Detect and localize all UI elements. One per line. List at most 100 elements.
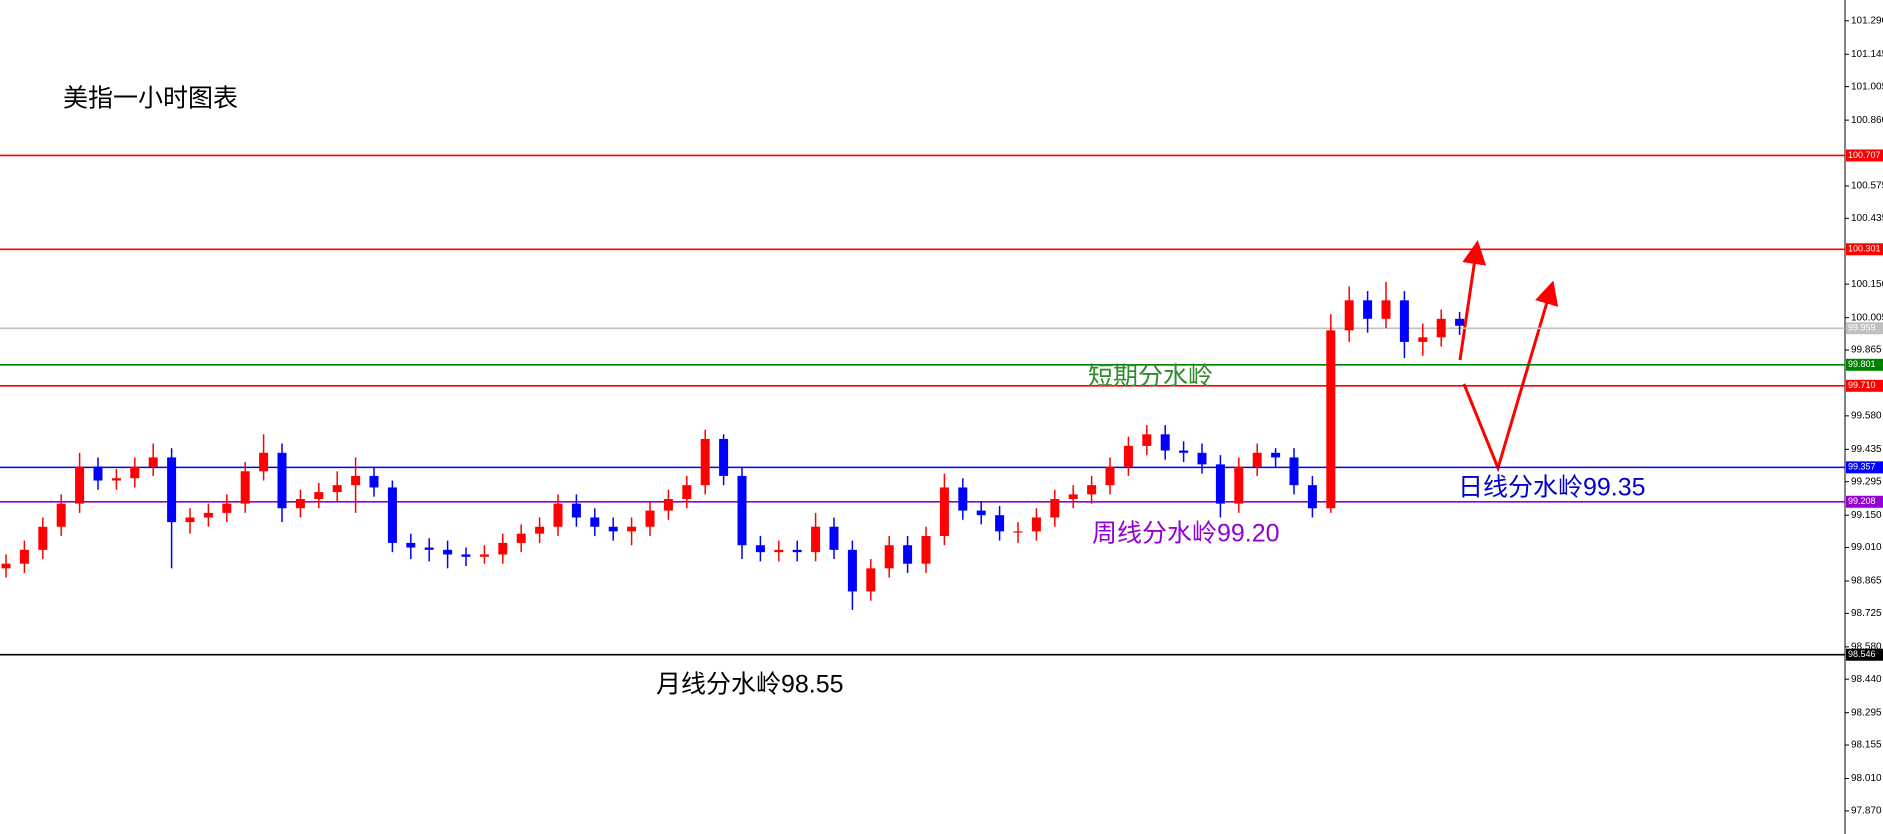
candle-body bbox=[1197, 452, 1207, 465]
y-tick-label: 98.155 bbox=[1851, 740, 1882, 751]
y-tick-label: 100.435 bbox=[1851, 213, 1883, 224]
y-tick-label: 100.150 bbox=[1851, 279, 1883, 290]
level-label: 100.707 bbox=[1848, 150, 1881, 160]
level-label-box bbox=[1846, 358, 1883, 371]
level-label: 100.301 bbox=[1848, 244, 1881, 254]
candle-body bbox=[1252, 452, 1262, 467]
level-label-box bbox=[1846, 322, 1883, 335]
chart-title: 美指一小时图表 bbox=[63, 85, 238, 113]
candle-body bbox=[719, 438, 729, 476]
candle-body bbox=[1142, 434, 1152, 446]
candle-body bbox=[1381, 300, 1391, 319]
candle-body bbox=[682, 485, 692, 500]
candle-body bbox=[645, 510, 655, 527]
candle-body bbox=[884, 545, 894, 569]
candle-body bbox=[1289, 457, 1299, 486]
candle-body bbox=[958, 487, 968, 511]
candle-body bbox=[590, 517, 600, 527]
annotation: 周线分水岭99.20 bbox=[1092, 520, 1280, 548]
candle-body bbox=[627, 526, 637, 532]
candle-body bbox=[811, 526, 821, 553]
candle-body bbox=[130, 466, 140, 479]
y-tick-label: 99.865 bbox=[1851, 345, 1882, 356]
candle-body bbox=[1418, 337, 1428, 342]
candle-body bbox=[259, 452, 269, 472]
candle-body bbox=[995, 515, 1005, 532]
y-tick-label: 101.005 bbox=[1851, 81, 1883, 92]
candle-body bbox=[1160, 434, 1170, 451]
candle-body bbox=[1013, 531, 1023, 533]
candle-body bbox=[755, 545, 765, 553]
candle-body bbox=[903, 545, 913, 564]
candle-body bbox=[443, 549, 453, 555]
y-tick-label: 100.860 bbox=[1851, 115, 1883, 126]
level-label: 99.208 bbox=[1848, 496, 1876, 506]
level-label-box bbox=[1846, 149, 1883, 162]
y-tick-label: 98.725 bbox=[1851, 608, 1882, 619]
level-label-box bbox=[1846, 243, 1883, 256]
y-tick-label: 100.575 bbox=[1851, 181, 1883, 192]
candle-body bbox=[1068, 494, 1078, 500]
y-tick-label: 101.290 bbox=[1851, 15, 1883, 26]
candle-body bbox=[774, 549, 784, 553]
candle-body bbox=[277, 452, 287, 509]
candle-body bbox=[351, 475, 361, 486]
level-label-box bbox=[1846, 379, 1883, 392]
candle-body bbox=[1123, 445, 1133, 467]
candle-body bbox=[75, 466, 85, 504]
candle-body bbox=[1, 563, 11, 569]
candle-body bbox=[203, 512, 213, 518]
candle-body bbox=[1050, 499, 1060, 518]
y-tick-label: 99.435 bbox=[1851, 444, 1882, 455]
candle-body bbox=[1087, 485, 1097, 495]
y-tick-label: 98.580 bbox=[1851, 642, 1882, 653]
candle-body bbox=[571, 503, 581, 518]
candle-body bbox=[185, 517, 195, 523]
candle-body bbox=[1234, 466, 1244, 504]
candle-body bbox=[369, 475, 379, 488]
candle-body bbox=[608, 526, 618, 532]
y-tick-label: 98.440 bbox=[1851, 674, 1882, 685]
candle-body bbox=[553, 503, 563, 527]
level-label: 99.959 bbox=[1848, 323, 1876, 333]
candle-body bbox=[921, 535, 931, 564]
y-tick-label: 98.295 bbox=[1851, 707, 1882, 718]
candle-body bbox=[847, 549, 857, 592]
candle-body bbox=[38, 526, 48, 550]
y-tick-label: 98.865 bbox=[1851, 576, 1882, 587]
arrow bbox=[1458, 240, 1487, 361]
candle-body bbox=[700, 438, 710, 486]
candle-body bbox=[1326, 330, 1336, 509]
level-label: 99.357 bbox=[1848, 462, 1876, 472]
candle-body bbox=[332, 485, 342, 493]
candle-body bbox=[516, 533, 526, 543]
candle-body bbox=[406, 542, 416, 548]
candle-body bbox=[1436, 318, 1446, 338]
candle-body bbox=[479, 554, 489, 557]
candle-body bbox=[976, 510, 986, 516]
candle-body bbox=[792, 549, 802, 553]
y-tick-label: 101.145 bbox=[1851, 49, 1883, 60]
candle-body bbox=[314, 492, 324, 500]
candle-body bbox=[866, 568, 876, 592]
candle-body bbox=[737, 475, 747, 546]
candle-body bbox=[148, 457, 158, 467]
candle-body bbox=[461, 554, 471, 557]
level-label-box bbox=[1846, 461, 1883, 474]
level-label-box bbox=[1846, 495, 1883, 508]
candle-body bbox=[424, 547, 434, 550]
candle-body bbox=[535, 526, 545, 534]
candle-body bbox=[1105, 466, 1115, 486]
candle-body bbox=[1179, 450, 1189, 453]
candle-body bbox=[222, 503, 232, 513]
level-label: 99.710 bbox=[1848, 380, 1876, 390]
y-tick-label: 100.005 bbox=[1851, 312, 1883, 323]
y-tick-label: 97.870 bbox=[1851, 806, 1882, 817]
y-tick-label: 98.010 bbox=[1851, 773, 1882, 784]
candle-body bbox=[167, 457, 177, 523]
candle-body bbox=[19, 549, 29, 564]
candle-body bbox=[240, 471, 250, 504]
candle-body bbox=[1215, 464, 1225, 504]
candle-body bbox=[1455, 318, 1465, 326]
